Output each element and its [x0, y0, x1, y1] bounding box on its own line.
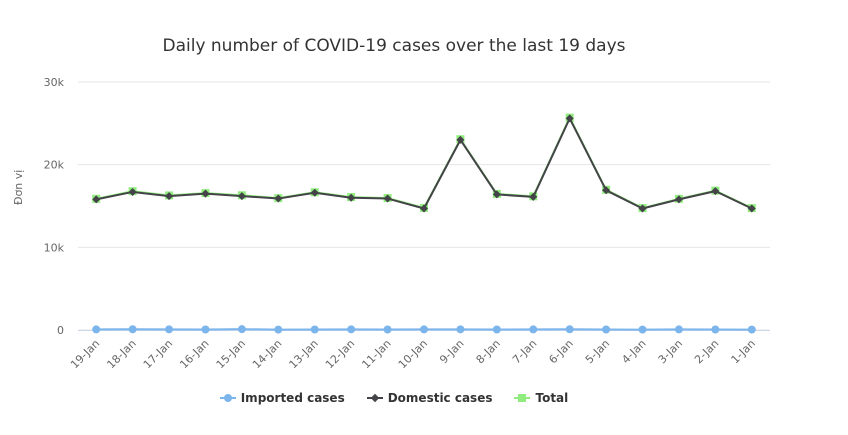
data-point[interactable] [92, 195, 101, 204]
x-tick-label: 8-Jan [474, 337, 503, 366]
legend-label-domestic: Domestic cases [387, 391, 493, 405]
series-total [92, 113, 756, 213]
legend-label-total: Total [535, 391, 569, 405]
x-tick-label: 7-Jan [510, 337, 539, 366]
data-point[interactable] [602, 186, 611, 195]
data-point[interactable] [674, 195, 683, 204]
series-line [96, 117, 753, 210]
data-point[interactable] [747, 325, 756, 334]
y-axis-label: Đơn vị [12, 169, 25, 205]
data-point[interactable] [492, 325, 501, 334]
legend-item-domestic[interactable]: Domestic cases [366, 391, 493, 405]
series-domestic-cases [92, 114, 756, 213]
x-tick-label: 11-Jan [359, 337, 393, 371]
y-axis-ticks: 0 10k 20k 30k [44, 76, 65, 337]
data-point[interactable] [420, 204, 428, 213]
data-point[interactable] [165, 192, 174, 201]
data-point[interactable] [565, 114, 574, 123]
data-point[interactable] [456, 135, 465, 144]
x-axis: 19-Jan 18-Jan 17-Jan 16-Jan 15-Jan 14-Jan 13-J… [68, 330, 770, 371]
x-tick-label: 15-Jan [214, 337, 248, 371]
x-tick-label: 5-Jan [583, 337, 612, 366]
data-point[interactable] [383, 194, 392, 203]
x-tick-label: 4-Jan [619, 337, 648, 366]
data-point[interactable] [674, 325, 683, 334]
x-tick-label: 1-Jan [729, 337, 758, 366]
chart-title: Daily number of COVID-19 cases over the … [162, 36, 626, 56]
x-tick-label: 14-Jan [250, 337, 284, 371]
data-point[interactable] [747, 204, 756, 213]
data-point[interactable] [128, 187, 137, 196]
legend: Imported cases Domestic cases Total [0, 391, 788, 405]
data-point[interactable] [274, 194, 283, 203]
x-tick-label: 3-Jan [656, 337, 685, 366]
series-imported-cases [92, 325, 756, 334]
x-tick-label: 9-Jan [437, 337, 466, 366]
data-point[interactable] [310, 325, 319, 334]
x-tick-label: 2-Jan [692, 337, 721, 366]
data-point[interactable] [529, 325, 538, 334]
data-point[interactable] [638, 325, 647, 334]
data-point[interactable] [92, 325, 101, 334]
data-point[interactable] [201, 189, 210, 198]
data-point[interactable] [602, 325, 611, 334]
data-point[interactable] [638, 204, 647, 213]
data-point[interactable] [711, 325, 720, 334]
data-point[interactable] [492, 190, 501, 199]
data-point[interactable] [456, 325, 465, 334]
data-point[interactable] [420, 325, 428, 334]
data-point[interactable] [165, 325, 174, 334]
x-tick-label: 6-Jan [546, 337, 575, 366]
x-tick-label: 19-Jan [68, 337, 102, 371]
x-tick-label: 17-Jan [141, 337, 175, 371]
x-tick-label: 18-Jan [104, 337, 138, 371]
data-point[interactable] [237, 325, 246, 334]
legend-label-imported: Imported cases [240, 391, 345, 405]
y-tick-label: 10k [44, 241, 65, 254]
x-tick-label: 10-Jan [396, 337, 430, 371]
data-point[interactable] [274, 325, 283, 334]
data-point[interactable] [237, 192, 246, 201]
data-point[interactable] [529, 192, 538, 201]
data-point[interactable] [565, 325, 574, 334]
x-tick-label: 12-Jan [323, 337, 357, 371]
x-tick-label: 13-Jan [287, 337, 321, 371]
legend-item-imported[interactable]: Imported cases [219, 391, 345, 405]
y-tick-label: 30k [44, 76, 65, 89]
y-tick-label: 20k [44, 159, 65, 172]
domestic-cases-legend-icon [366, 392, 383, 404]
data-point[interactable] [383, 325, 392, 334]
data-point[interactable] [128, 325, 137, 334]
data-point[interactable] [310, 188, 319, 197]
x-tick-label: 16-Jan [177, 337, 211, 371]
data-point[interactable] [347, 325, 356, 334]
series-group [92, 113, 756, 334]
y-tick-label: 0 [57, 324, 64, 337]
total-legend-icon [514, 392, 531, 404]
imported-cases-legend-icon [219, 392, 236, 404]
data-point[interactable] [711, 187, 720, 196]
data-point[interactable] [201, 325, 210, 334]
data-point[interactable] [347, 193, 356, 202]
legend-item-total[interactable]: Total [514, 391, 568, 405]
